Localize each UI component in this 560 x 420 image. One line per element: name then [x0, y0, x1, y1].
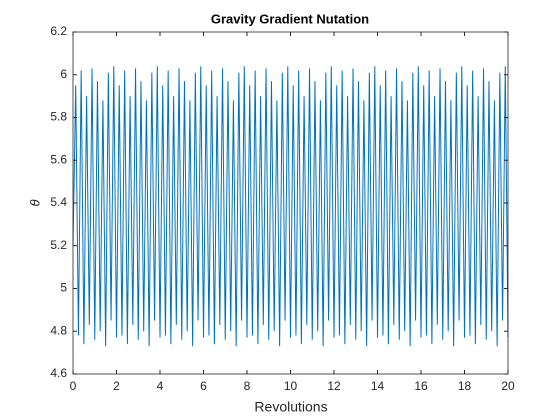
- x-tick-label: 4: [157, 379, 164, 393]
- y-tick-label: 5.8: [50, 110, 67, 124]
- x-axis-label: Revolutions: [254, 399, 327, 415]
- y-tick-label: 6: [60, 67, 67, 81]
- x-tick-label: 16: [414, 379, 428, 393]
- x-tick-label: 12: [327, 379, 341, 393]
- y-tick-label: 5: [60, 281, 67, 295]
- data-line: [72, 66, 509, 347]
- y-tick-label: 5.2: [50, 238, 67, 252]
- y-tick-label: 5.6: [50, 152, 67, 166]
- x-tick-label: 10: [284, 379, 298, 393]
- x-tick-label: 0: [70, 379, 77, 393]
- chart-title: Gravity Gradient Nutation: [211, 11, 369, 26]
- y-axis-label: θ: [27, 199, 42, 206]
- x-tick-label: 8: [244, 379, 251, 393]
- x-tick-label: 20: [501, 379, 515, 393]
- y-tick-label: 4.6: [50, 366, 67, 380]
- x-tick-label: 2: [113, 379, 120, 393]
- y-tick-label: 5.4: [50, 195, 67, 209]
- x-tick-label: 6: [200, 379, 207, 393]
- x-tick-label: 18: [458, 379, 472, 393]
- y-tick-label: 4.8: [50, 323, 67, 337]
- x-tick-label: 14: [371, 379, 385, 393]
- y-tick-label: 6.2: [50, 24, 67, 38]
